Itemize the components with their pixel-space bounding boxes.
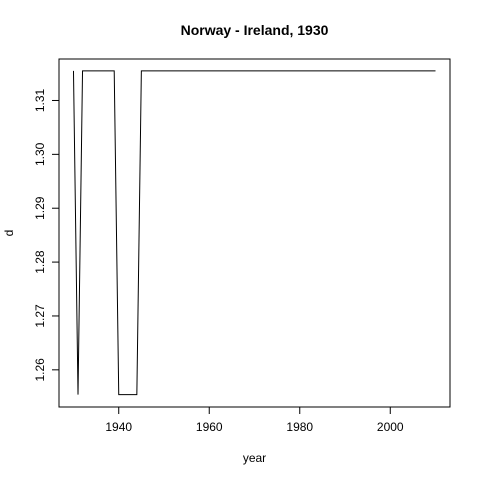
x-tick-label: 1980 bbox=[286, 420, 313, 434]
x-tick-label: 1960 bbox=[196, 420, 223, 434]
x-tick-label: 2000 bbox=[377, 420, 404, 434]
x-tick-label: 1940 bbox=[105, 420, 132, 434]
y-tick-label: 1.26 bbox=[33, 358, 47, 382]
y-tick-label: 1.27 bbox=[33, 304, 47, 328]
x-axis-title: year bbox=[243, 451, 266, 465]
y-axis: 1.26 1.27 1.28 1.29 1.30 1.31 bbox=[33, 88, 60, 382]
y-tick-label: 1.30 bbox=[33, 142, 47, 166]
y-axis-title: d bbox=[2, 230, 16, 237]
chart-title: Norway - Ireland, 1930 bbox=[181, 22, 329, 38]
series-layer bbox=[72, 70, 436, 396]
y-tick-label: 1.31 bbox=[33, 88, 47, 112]
x-axis: 1940 1960 1980 2000 bbox=[105, 406, 404, 434]
series-line bbox=[72, 70, 436, 396]
plot-frame bbox=[58, 58, 451, 408]
y-tick-label: 1.29 bbox=[33, 196, 47, 220]
y-tick-label: 1.28 bbox=[33, 250, 47, 274]
